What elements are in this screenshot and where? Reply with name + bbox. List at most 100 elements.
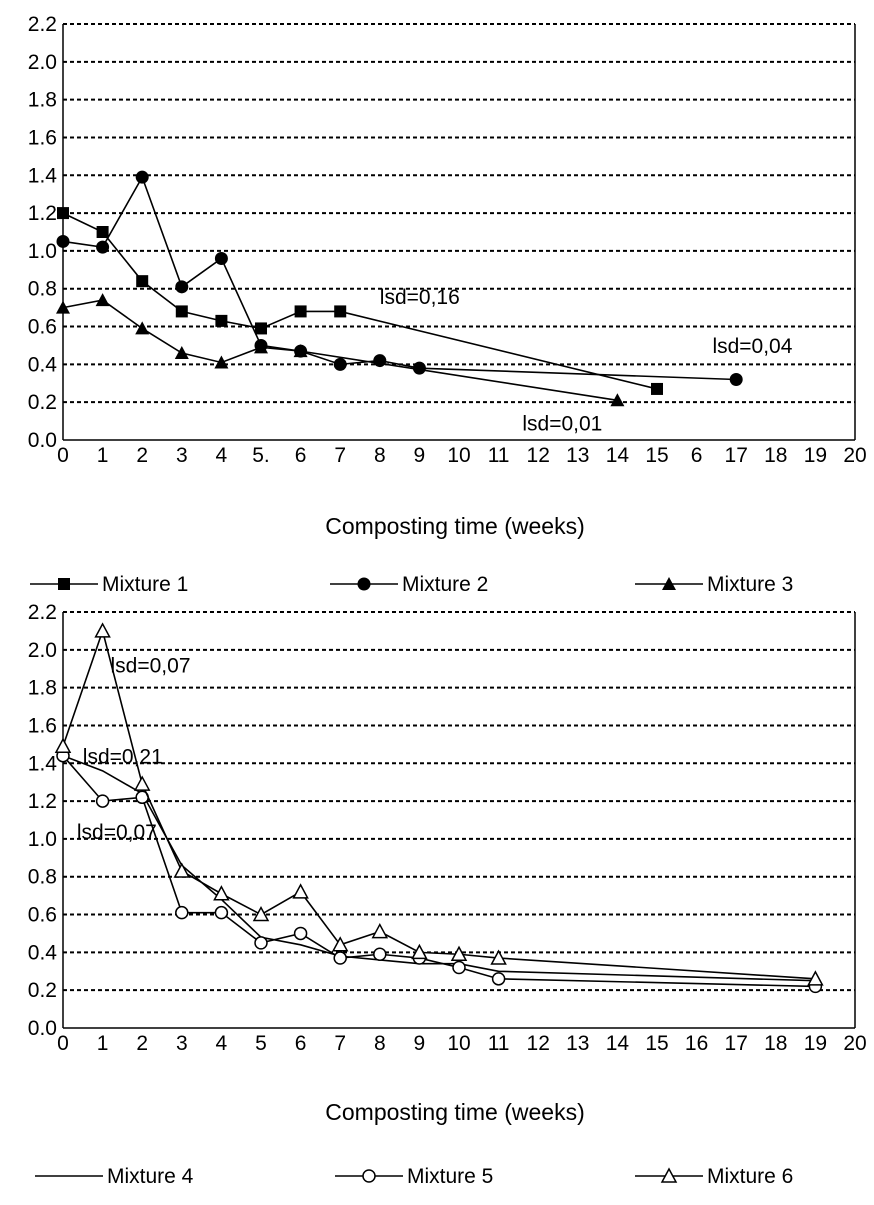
x-tick-label: 2 (136, 444, 148, 467)
x-tick-label: 10 (447, 1032, 470, 1055)
legend-label: Mixture 3 (707, 573, 793, 596)
x-tick-label: 19 (804, 1032, 827, 1055)
legend-label: Mixture 1 (102, 573, 188, 596)
annotation: lsd=0,04 (712, 335, 792, 358)
data-point (293, 926, 308, 941)
data-point (54, 737, 72, 754)
series-line (62, 299, 618, 402)
x-tick-label: 11 (488, 1032, 510, 1055)
x-tick-label: 3 (176, 444, 188, 467)
legend-entry: Mixture 1 (30, 573, 188, 596)
y-tick-label: 1.4 (28, 752, 58, 775)
data-point (255, 322, 267, 335)
y-tick-label: 1.8 (28, 89, 57, 112)
legend-marker (662, 577, 676, 590)
data-point (254, 340, 268, 354)
data-point (135, 170, 149, 184)
data-point (490, 949, 507, 965)
x-tick-label: 1 (97, 444, 109, 467)
series-3 (54, 622, 824, 986)
data-point (412, 361, 426, 375)
data-point (96, 240, 110, 254)
x-tick-label: 14 (606, 444, 630, 467)
data-point (292, 883, 309, 899)
data-point (136, 275, 149, 288)
legend-marker (660, 1167, 678, 1183)
y-tick-label: 0.6 (28, 316, 57, 339)
x-tick-label: 6 (295, 1032, 307, 1055)
x-tick-label: 12 (527, 1032, 550, 1055)
y-tick-label: 1.2 (28, 790, 57, 813)
data-point (135, 321, 150, 335)
y-tick-label: 0.8 (28, 866, 57, 889)
x-tick-label: 6 (691, 444, 703, 467)
legend-label: Mixture 2 (402, 573, 488, 596)
y-tick-label: 2.0 (28, 639, 57, 662)
y-tick-label: 0.2 (28, 391, 57, 414)
y-tick-label: 2.0 (28, 51, 57, 74)
data-point (56, 300, 70, 314)
x-tick-label: 19 (804, 444, 827, 467)
data-point (175, 905, 189, 920)
x-tick-label: 3 (176, 1032, 188, 1055)
x-tick-label: 9 (414, 444, 426, 467)
x-tick-label: 4 (216, 444, 228, 467)
x-tick-label: 4 (216, 1032, 228, 1055)
data-point (175, 280, 189, 294)
annotation: lsd=0,01 (522, 413, 602, 436)
data-point (174, 346, 189, 360)
y-tick-label: 1.6 (28, 126, 57, 149)
x-tick-label: 0 (57, 1032, 69, 1055)
data-point (215, 314, 228, 327)
x-axis-label: Composting time (weeks) (325, 513, 584, 539)
y-tick-label: 0.2 (28, 979, 57, 1002)
data-point (651, 382, 663, 395)
data-point (94, 622, 111, 638)
x-tick-label: 8 (374, 1032, 386, 1055)
data-point (807, 970, 824, 986)
x-tick-label: 20 (843, 444, 866, 467)
series-line (62, 754, 816, 982)
x-tick-label: 10 (447, 444, 470, 467)
x-tick-label: 20 (843, 1032, 866, 1055)
data-point (254, 936, 268, 950)
legend-entry: Mixture 2 (330, 573, 488, 596)
data-point (213, 885, 230, 901)
x-tick-label: 13 (566, 444, 589, 467)
data-point (173, 862, 191, 878)
legend-label: Mixture 4 (107, 1165, 194, 1188)
data-point (175, 305, 188, 318)
data-point (95, 794, 110, 808)
data-point (214, 905, 229, 920)
x-tick-label: 15 (645, 444, 668, 467)
data-point (333, 357, 347, 371)
data-point (450, 945, 468, 962)
y-tick-label: 1.0 (28, 240, 57, 263)
data-point (96, 226, 109, 238)
x-tick-label: 18 (764, 444, 787, 467)
x-tick-label: 12 (527, 444, 550, 467)
legend-entry: Mixture 4 (35, 1165, 194, 1188)
y-tick-label: 2.2 (28, 13, 57, 36)
x-tick-label: 8 (374, 444, 386, 467)
x-tick-label: 11 (488, 444, 510, 467)
y-tick-label: 1.8 (28, 677, 57, 700)
data-point (331, 936, 349, 952)
data-point (56, 234, 70, 248)
x-tick-label: 6 (295, 444, 307, 467)
data-point (373, 947, 387, 962)
x-tick-label: 13 (566, 1032, 589, 1055)
data-point (57, 207, 69, 220)
data-point (333, 951, 347, 965)
y-tick-label: 0.6 (28, 904, 57, 927)
series-1 (62, 754, 816, 982)
annotation: lsd=0,07 (111, 655, 191, 678)
legend-entry: Mixture 3 (635, 573, 793, 596)
series-line (62, 628, 816, 980)
x-tick-label: 17 (725, 444, 748, 467)
x-tick-label: 18 (764, 1032, 787, 1055)
y-tick-label: 0.8 (28, 278, 57, 301)
data-point (371, 922, 389, 939)
y-tick-label: 1.6 (28, 714, 57, 737)
